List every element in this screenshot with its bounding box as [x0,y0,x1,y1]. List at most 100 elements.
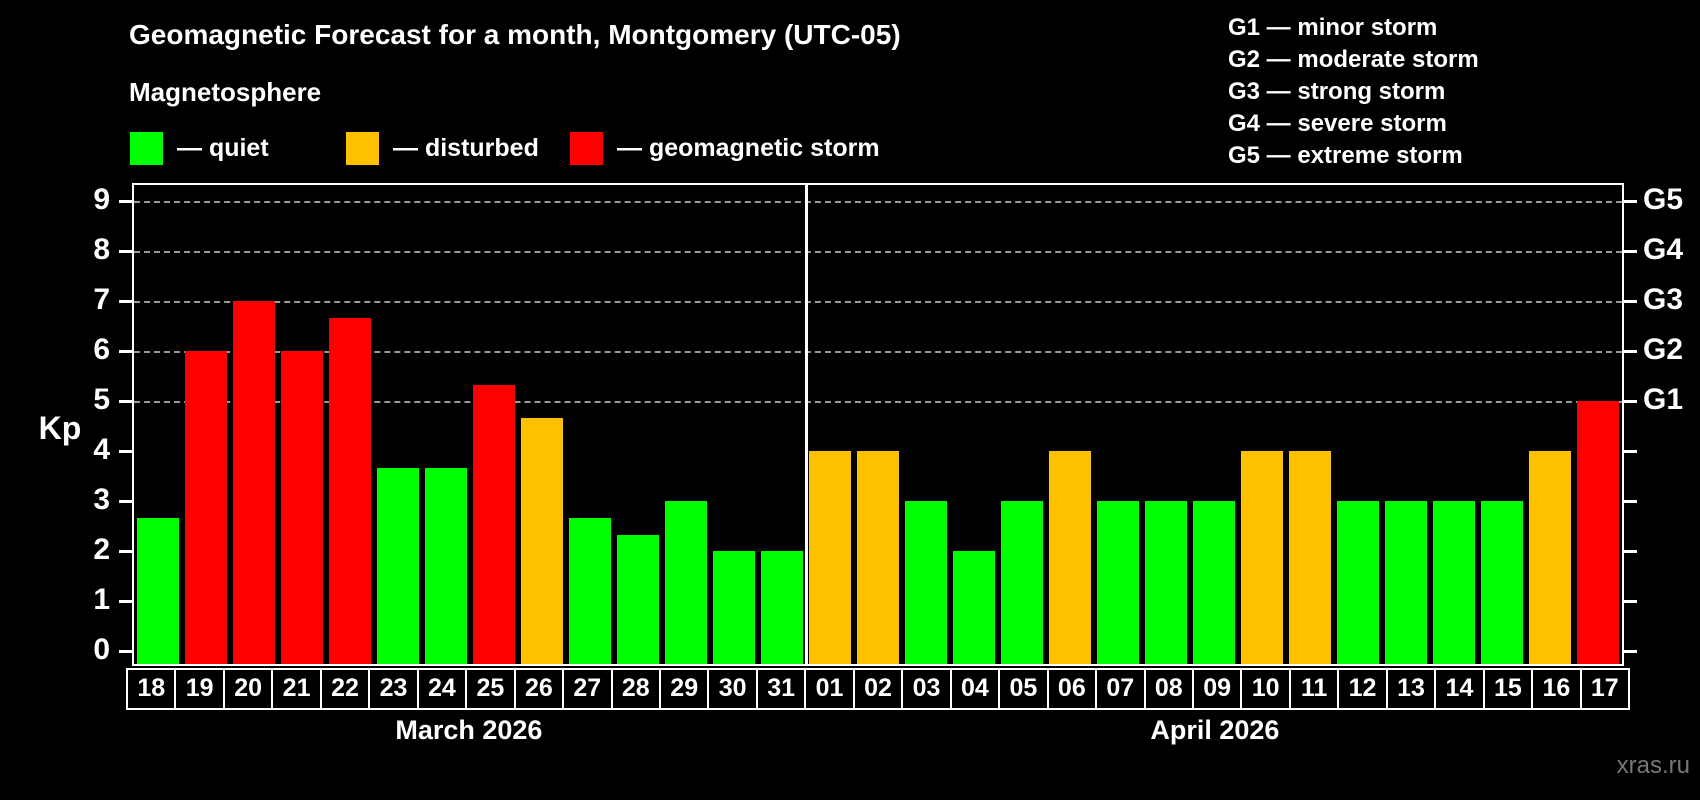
kp-bar [1337,501,1379,664]
kp-bar [665,501,707,664]
day-label-cell: 04 [949,668,1001,710]
month-label-march: March 2026 [395,715,543,745]
day-label-cell: 12 [1337,668,1388,710]
y-tick-right [1624,500,1637,503]
day-label-cell: 05 [998,668,1049,710]
day-label-cell: 18 [126,668,177,710]
day-label-cell: 21 [271,668,322,710]
kp-bar [1433,501,1475,664]
kp-bar [1289,451,1331,664]
y-tick-left [119,500,132,503]
kp-bar [1097,501,1139,664]
gridline-kp6 [134,351,1622,353]
kp-bar [425,467,467,664]
day-label-cell: 25 [465,668,516,710]
y-tick-label: 4 [93,433,110,466]
gridline-kp7 [134,301,1622,303]
y-tick-label: 3 [93,483,110,516]
y-tick-left [119,650,132,653]
plot-area [132,183,1624,666]
day-label-cell: 07 [1095,668,1146,710]
day-label-cell: 27 [562,668,613,710]
y-tick-label: 2 [93,533,110,566]
kp-bar [1385,501,1427,664]
kp-bar [905,501,947,664]
kp-bar [473,384,515,664]
y-tick-right [1624,350,1637,353]
y-tick-right [1624,300,1637,303]
day-label-cell: 22 [319,668,371,710]
kp-bar [329,317,371,664]
y-tick-label: 9 [93,183,110,216]
y-tick-label: 7 [93,283,110,316]
kp-bar [281,351,323,664]
kp-bar [1241,451,1283,664]
kp-bar [185,351,227,664]
y-axis-label-kp: Kp [38,410,82,446]
g-scale-line: G3 — strong storm [1228,78,1446,105]
kp-bar [857,451,899,664]
chart-subtitle: Magnetosphere [129,77,322,107]
y-tick-left [119,200,132,203]
y-tick-label: 1 [93,583,110,616]
month-divider [804,185,808,664]
day-label-cell: 06 [1046,668,1098,710]
g-scale-line: G1 — minor storm [1228,14,1438,41]
day-label-row: 18 19 20 21 22 23 24 25 26 27 28 29 30 31 01 02 03 04 05 06… [126,668,1631,710]
day-label-cell: 02 [852,668,904,710]
kp-bar [1049,451,1091,664]
g-scale-line: G4 — severe storm [1228,110,1447,137]
y-tick-right [1624,250,1637,253]
kp-bar [521,417,563,664]
chart-title: Geomagnetic Forecast for a month, Montgo… [129,19,901,50]
day-label-cell: 03 [901,668,952,710]
g-tick-label: G1 [1643,383,1684,416]
day-label-cell: 24 [416,668,468,710]
legend-swatch-storm [570,131,603,165]
y-tick-label: 8 [93,233,110,266]
day-label-cell: 13 [1385,668,1437,710]
day-label-cell: 15 [1482,668,1534,710]
gridline-kp8 [134,251,1622,253]
kp-bar [1529,451,1571,664]
y-tick-left [119,350,132,353]
gridline-kp5 [134,401,1622,403]
day-label-cell: 09 [1191,668,1243,710]
g-tick-label: G4 [1643,233,1684,266]
y-tick-left [119,600,132,603]
kp-bar [137,517,179,664]
day-label-cell: 14 [1434,668,1485,710]
y-tick-label: 5 [93,383,110,416]
kp-bar [809,451,851,664]
day-label-cell: 16 [1531,668,1582,710]
day-label-cell: 31 [755,668,807,710]
y-tick-left [119,450,132,453]
day-label-cell: 29 [658,668,710,710]
kp-bar [233,301,275,664]
day-label-cell: 26 [513,668,565,710]
y-tick-label: 6 [93,333,110,366]
day-label-cell: 11 [1288,668,1340,710]
day-label-cell: 19 [174,668,225,710]
legend-label: — geomagnetic storm [617,133,880,162]
day-label-cell: 28 [610,668,661,710]
legend-item: — quiet [130,131,269,165]
watermark: xras.ru [1616,752,1690,779]
gridline-kp9 [134,201,1622,203]
y-tick-label: 0 [93,633,110,666]
kp-bar [1193,501,1235,664]
kp-bar [953,551,995,664]
y-tick-right [1624,600,1637,603]
y-tick-right [1624,200,1637,203]
y-tick-left [119,250,132,253]
g-scale-line: G2 — moderate storm [1228,46,1479,73]
y-tick-right [1624,550,1637,553]
day-label-cell: 30 [707,668,758,710]
legend-swatch-quiet [130,131,163,165]
g-scale-line: G5 — extreme storm [1228,142,1463,169]
g-tick-label: G3 [1643,283,1684,316]
kp-bar [1001,501,1043,664]
y-tick-left [119,550,132,553]
g-tick-label: G2 [1643,333,1684,366]
